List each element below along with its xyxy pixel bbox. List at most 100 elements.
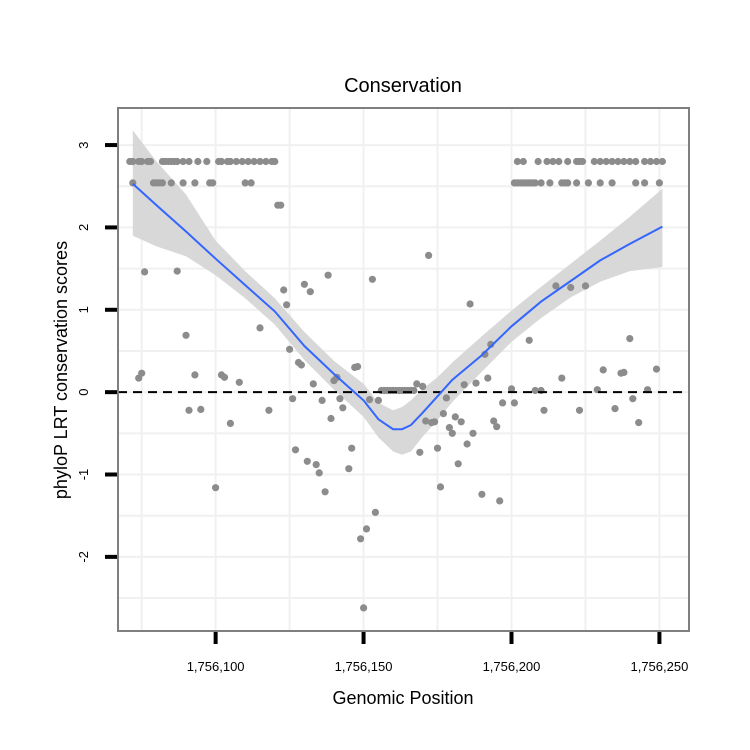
data-point — [431, 418, 439, 426]
y-tick-label: 3 — [76, 141, 91, 148]
data-point — [614, 157, 622, 166]
data-point — [546, 179, 554, 187]
chart-title: Conservation — [344, 75, 462, 97]
data-point — [448, 429, 456, 437]
data-point — [247, 179, 255, 187]
data-point — [534, 157, 542, 166]
y-tick-label: 2 — [76, 224, 91, 231]
data-point — [345, 465, 353, 473]
data-point — [357, 535, 365, 543]
data-point — [286, 345, 294, 353]
data-point — [543, 157, 551, 166]
data-point — [519, 157, 527, 166]
data-point — [558, 374, 566, 382]
data-point — [283, 301, 291, 309]
x-axis-label: Genomic Position — [332, 688, 473, 708]
data-point — [135, 374, 143, 382]
data-point — [191, 179, 199, 187]
data-point — [354, 363, 362, 371]
data-point — [490, 417, 498, 425]
data-point — [478, 490, 486, 498]
data-point — [368, 275, 376, 283]
data-points — [126, 157, 667, 612]
data-point — [146, 157, 155, 166]
data-point — [457, 418, 465, 426]
data-point — [374, 396, 382, 404]
data-point — [321, 488, 329, 496]
data-point — [484, 374, 492, 382]
data-point — [413, 380, 421, 388]
data-point — [620, 157, 628, 166]
data-point — [158, 179, 166, 187]
data-point — [235, 378, 243, 386]
data-point — [182, 331, 190, 339]
data-point — [433, 444, 442, 452]
data-point — [256, 157, 264, 166]
data-point — [185, 406, 193, 414]
data-point — [632, 157, 640, 166]
data-point — [602, 157, 610, 166]
plot-panel — [118, 108, 689, 631]
data-point — [552, 282, 560, 290]
x-tick-label: 1,756,250 — [630, 659, 688, 674]
data-point — [312, 461, 320, 469]
data-point — [339, 404, 347, 412]
data-point — [549, 157, 557, 166]
data-point — [348, 444, 356, 452]
data-point — [241, 179, 249, 187]
data-point — [209, 179, 217, 187]
data-point — [217, 157, 226, 166]
data-point — [531, 386, 539, 395]
data-point — [167, 179, 175, 187]
data-point — [590, 157, 598, 166]
data-point — [280, 286, 288, 294]
data-point — [191, 371, 199, 379]
data-point — [626, 335, 634, 343]
data-point — [238, 157, 246, 166]
data-point — [564, 157, 572, 166]
data-point — [652, 365, 661, 373]
data-point — [540, 406, 548, 414]
data-point — [410, 386, 418, 395]
data-point — [611, 405, 619, 413]
data-point — [141, 268, 149, 276]
data-point — [632, 179, 640, 187]
confidence-band — [132, 130, 663, 455]
data-point — [220, 373, 229, 381]
data-point — [472, 379, 480, 387]
data-point — [658, 157, 667, 166]
data-point — [194, 157, 202, 166]
x-axis: 1,756,100 1,756,150 1,756,200 1,756,250 — [187, 632, 688, 674]
data-point — [451, 413, 459, 421]
panel-border — [117, 107, 690, 632]
data-point — [226, 157, 234, 166]
data-point — [250, 157, 258, 166]
data-point — [442, 394, 450, 402]
y-tick-label: -1 — [76, 469, 91, 481]
y-tick-label: -2 — [76, 551, 91, 563]
data-point — [460, 381, 468, 389]
data-point — [436, 483, 445, 491]
data-point — [422, 417, 430, 425]
data-point — [578, 157, 587, 166]
data-point — [513, 157, 522, 166]
data-point — [596, 157, 604, 166]
data-point — [507, 385, 516, 393]
data-point — [629, 395, 637, 403]
x-tick-label: 1,756,100 — [187, 659, 245, 674]
data-point — [173, 157, 181, 166]
smooth-line — [132, 183, 663, 431]
y-tick-label: 0 — [76, 388, 91, 395]
data-point — [371, 508, 379, 516]
data-point — [179, 157, 187, 166]
data-point — [581, 282, 590, 290]
data-point — [232, 157, 240, 166]
data-point — [324, 271, 332, 279]
data-point — [537, 179, 545, 187]
data-point — [525, 336, 533, 344]
data-point — [315, 469, 323, 477]
data-point — [439, 410, 447, 418]
data-point — [306, 288, 314, 296]
y-axis-label: phyloP LRT conservation scores — [51, 241, 71, 499]
data-point — [212, 484, 220, 492]
